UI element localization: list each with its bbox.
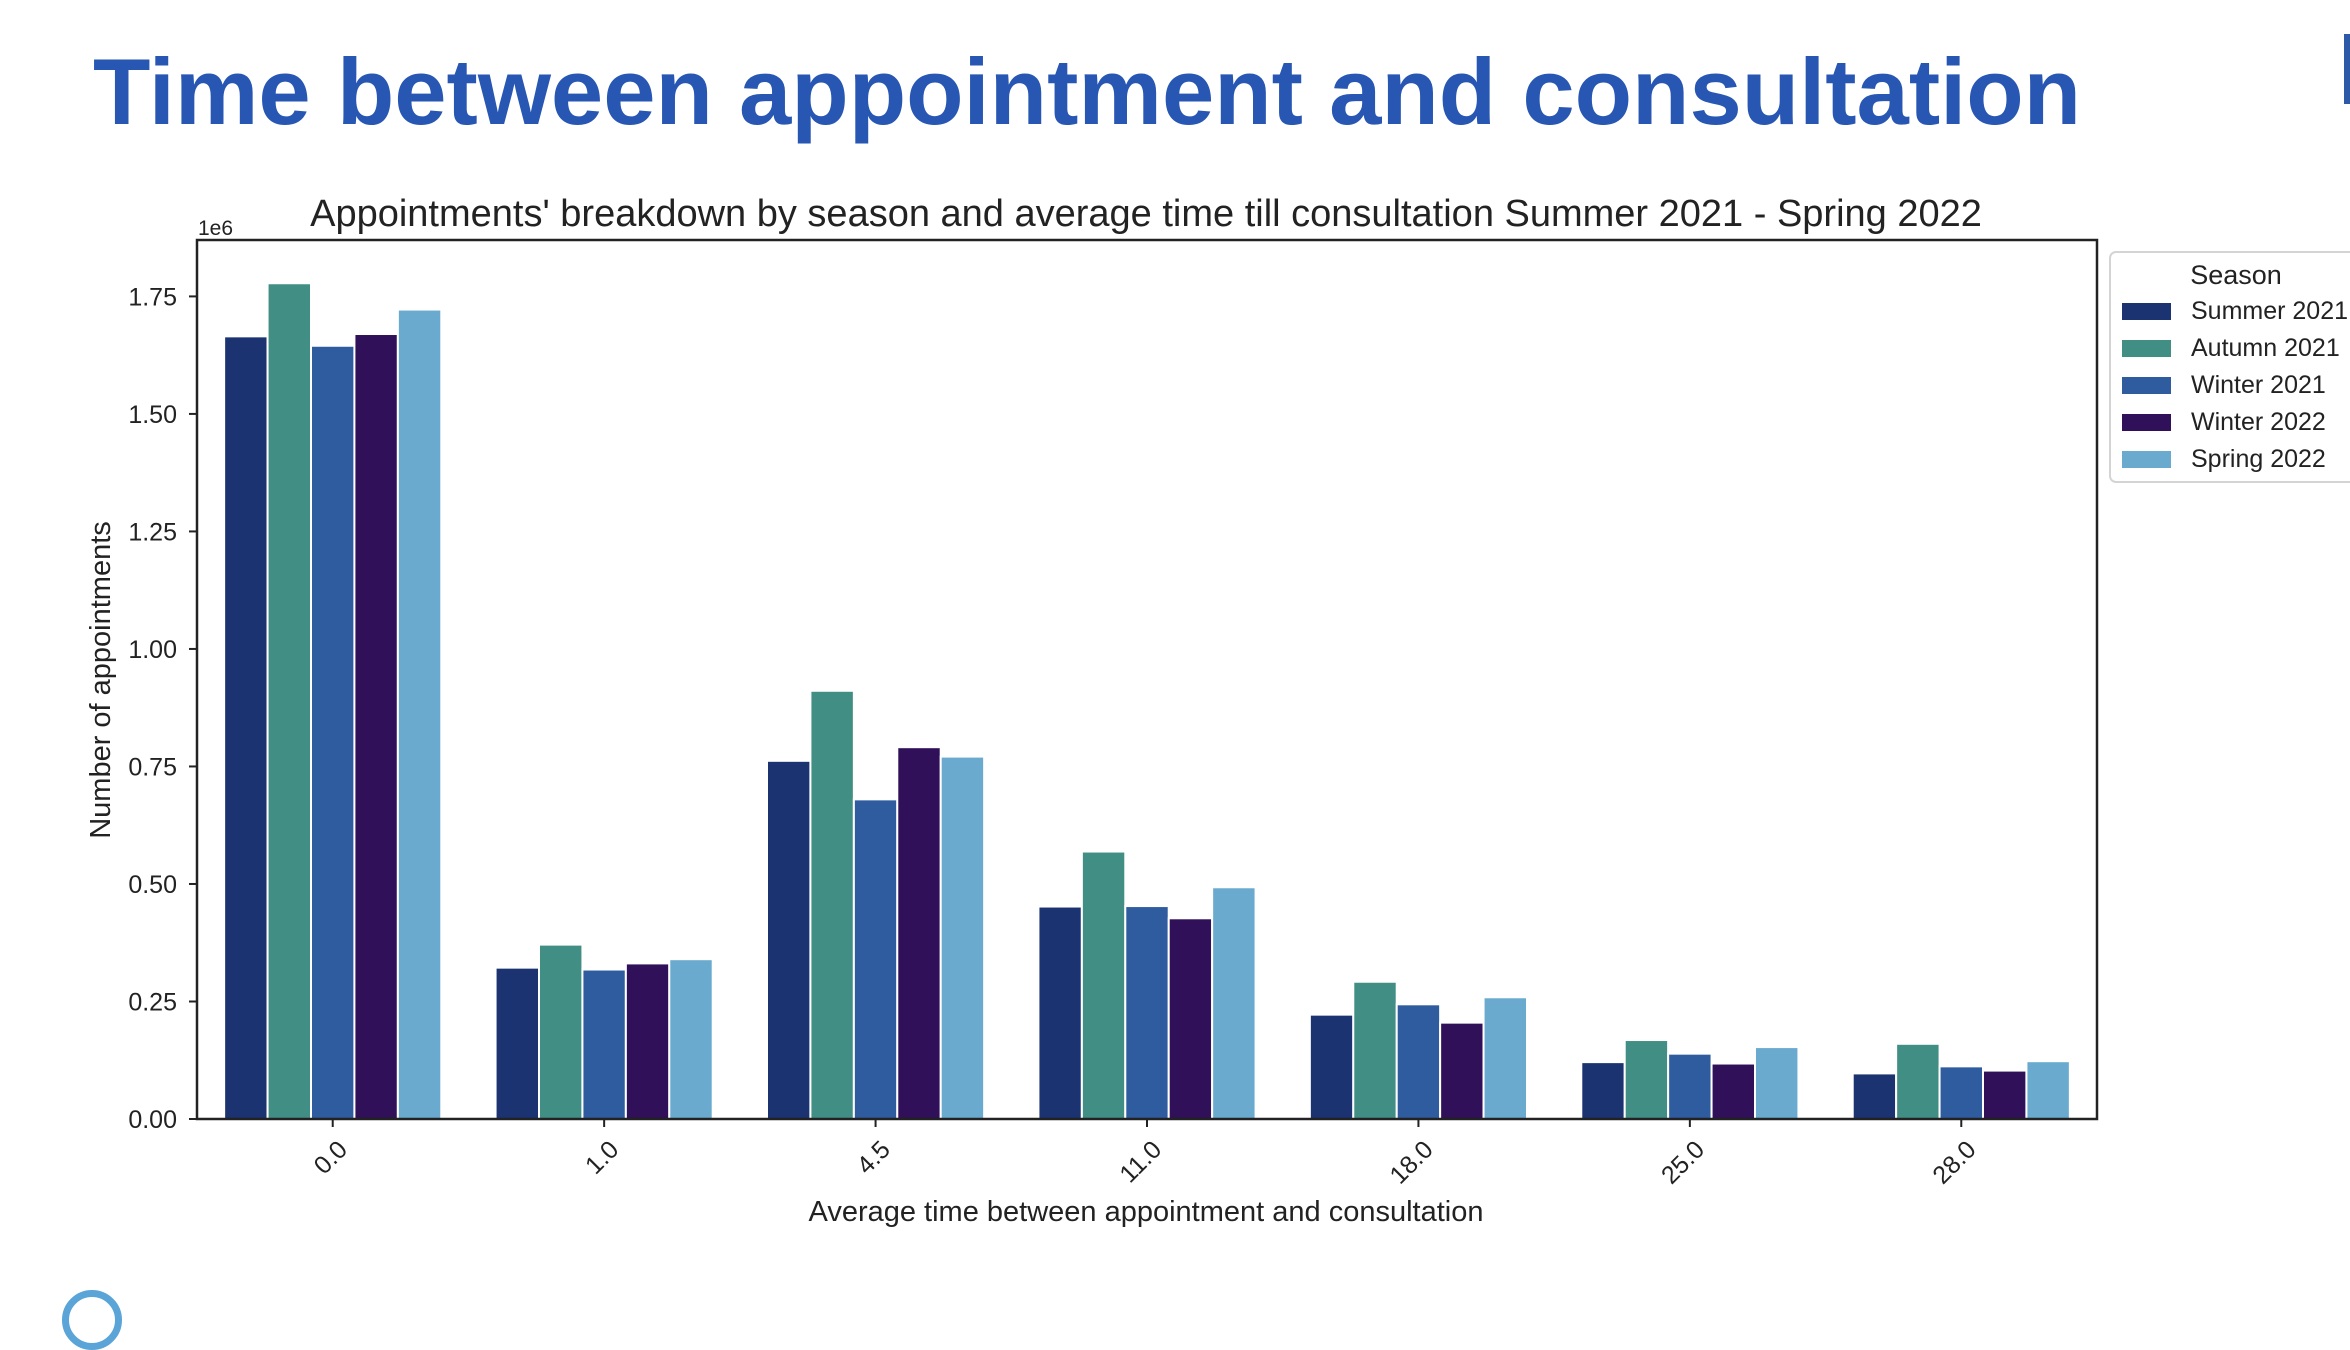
bar — [1623, 1039, 1670, 1120]
page-title: Time between appointment and consultatio… — [93, 39, 2082, 144]
bar — [1167, 917, 1214, 1120]
legend-title: Season — [2190, 260, 2282, 290]
bar — [1754, 1046, 1800, 1120]
bar — [581, 968, 627, 1121]
bar — [1982, 1069, 2028, 1120]
bar — [809, 689, 855, 1121]
chart-title: Appointments' breakdown by season and av… — [310, 193, 1982, 235]
y-axis: 0.00 0.25 0.50 0.75 1.00 1.25 1.50 1.75 — [128, 283, 197, 1134]
bar — [494, 966, 541, 1120]
bar — [1080, 850, 1127, 1120]
bar — [624, 962, 671, 1120]
bar — [353, 333, 399, 1120]
bar-chart: Appointments' breakdown by season and av… — [85, 193, 2350, 1228]
legend-item-label: Summer 2021 — [2191, 297, 2348, 325]
bar — [1395, 1003, 1442, 1120]
legend-item-label: Winter 2021 — [2191, 371, 2326, 399]
x-tick-label: 11.0 — [1114, 1135, 1167, 1188]
bar — [1851, 1072, 1898, 1120]
legend-item-label: Autumn 2021 — [2191, 334, 2340, 362]
plot-frame — [195, 238, 2099, 1121]
bar — [1580, 1061, 1626, 1121]
y-axis-label: Number of appointments — [85, 521, 117, 839]
y-tick-label: 0.50 — [128, 871, 177, 899]
legend-swatch — [2122, 340, 2171, 357]
y-tick-label: 0.00 — [128, 1106, 177, 1134]
bar — [1938, 1065, 1984, 1120]
bar — [1037, 905, 1083, 1120]
bar — [766, 759, 812, 1121]
bar — [1308, 1013, 1355, 1121]
bar — [396, 308, 443, 1120]
bar — [2025, 1060, 2071, 1121]
legend-swatch — [2122, 451, 2171, 468]
x-tick-label: 28.0 — [1927, 1135, 1981, 1189]
x-tick-label: 1.0 — [580, 1135, 624, 1179]
bar — [852, 798, 899, 1120]
bar — [1482, 996, 1528, 1121]
bars-group — [223, 282, 2071, 1121]
bar — [1895, 1042, 1941, 1121]
legend-item-label: Spring 2022 — [2191, 445, 2326, 473]
bar — [896, 746, 942, 1120]
legend-item-label: Winter 2022 — [2191, 408, 2326, 436]
bar — [223, 335, 269, 1120]
y-tick-label: 1.00 — [128, 636, 177, 664]
y-tick-label: 0.75 — [128, 753, 177, 781]
legend: Season Summer 2021 Autumn 2021 Winter 2021 W… — [2109, 251, 2350, 483]
x-tick-label: 18.0 — [1384, 1135, 1438, 1189]
y-tick-label: 1.25 — [128, 518, 177, 546]
bar — [668, 958, 714, 1120]
bar — [310, 344, 356, 1120]
bar — [1710, 1062, 1756, 1120]
y-scale-label: 1e6 — [198, 217, 233, 240]
legend-swatch — [2122, 303, 2171, 320]
legend-swatch — [2122, 414, 2171, 431]
x-tick-label: 0.0 — [309, 1135, 353, 1179]
x-axis: 0.0 1.0 4.5 11.0 18.0 25.0 28.0 — [309, 1119, 1982, 1190]
x-tick-label: 25.0 — [1656, 1135, 1710, 1189]
x-tick-label: 4.5 — [851, 1135, 895, 1179]
bar — [266, 282, 313, 1120]
y-tick-label: 0.25 — [128, 988, 177, 1016]
bar — [1667, 1052, 1713, 1121]
slide-edge-marker — [2344, 34, 2350, 104]
bar — [1124, 905, 1170, 1121]
bar — [538, 943, 584, 1121]
y-tick-label: 1.50 — [128, 401, 177, 429]
y-tick-label: 1.75 — [128, 283, 177, 311]
x-axis-label: Average time between appointment and con… — [809, 1196, 1484, 1228]
bar — [1211, 886, 1257, 1120]
bar — [1439, 1021, 1485, 1120]
bar — [939, 755, 986, 1120]
legend-swatch — [2122, 377, 2171, 394]
bar — [1352, 980, 1398, 1120]
